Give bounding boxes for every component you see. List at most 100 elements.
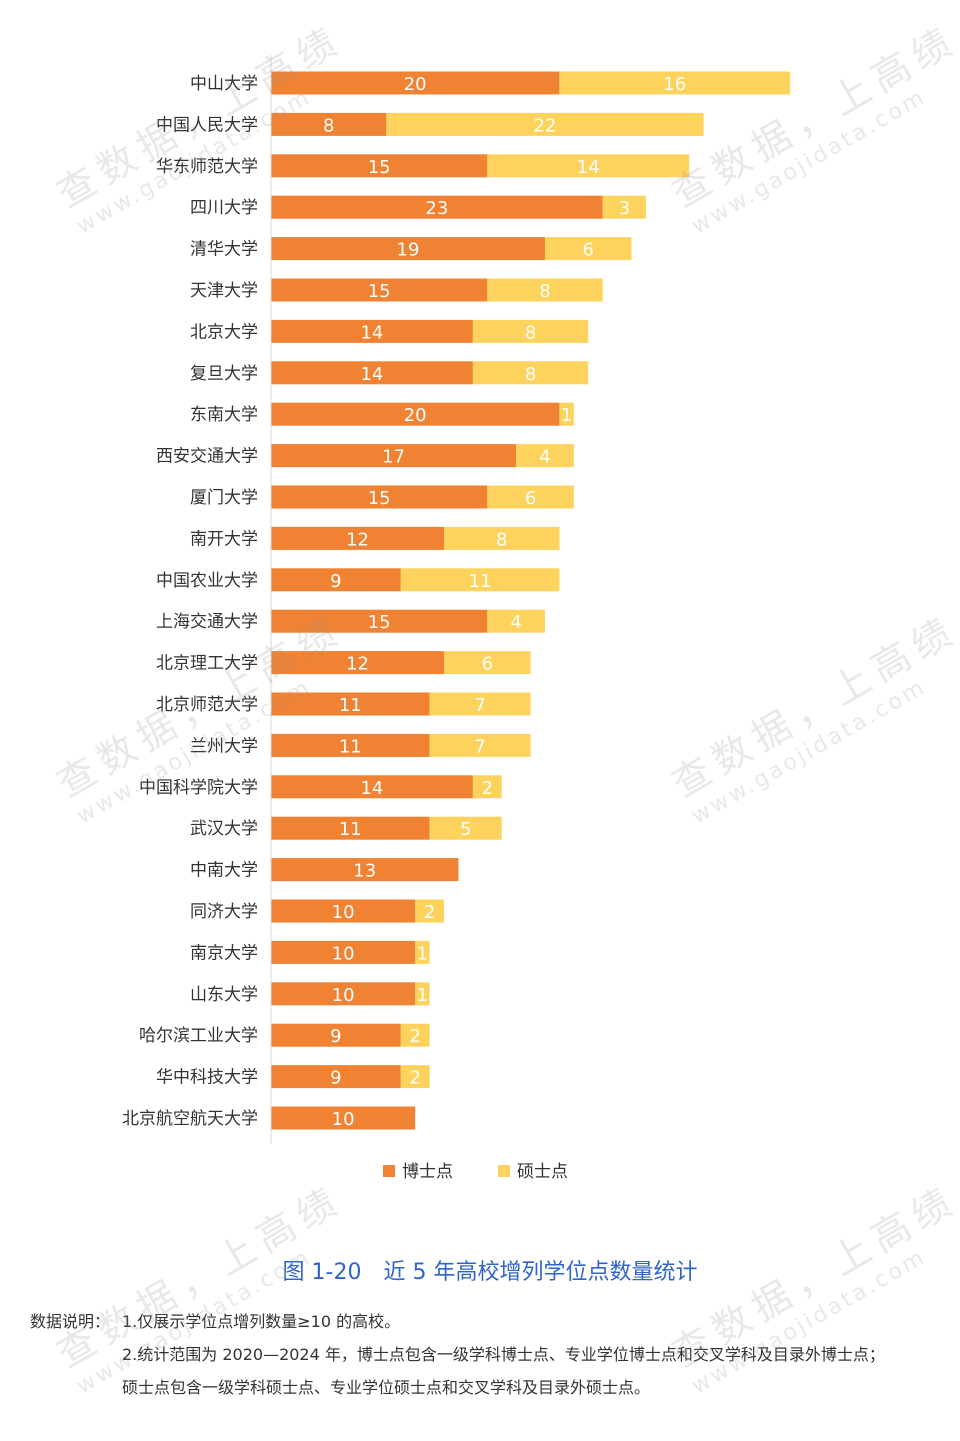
category-label: 北京航空航天大学 — [122, 1109, 258, 1129]
data-label-master: 2 — [482, 778, 493, 799]
category-label: 北京大学 — [190, 322, 258, 342]
data-label-doctoral: 14 — [360, 778, 383, 799]
category-label: 清华大学 — [190, 240, 258, 260]
category-label: 中山大学 — [190, 74, 258, 94]
category-label: 南开大学 — [190, 529, 258, 549]
bar-doctoral — [271, 568, 401, 592]
category-label: 天津大学 — [190, 281, 258, 301]
bar-doctoral — [271, 112, 387, 136]
data-label-doctoral: 23 — [425, 198, 448, 219]
bar-doctoral — [271, 319, 473, 343]
data-label-master: 1 — [561, 405, 572, 426]
data-label-doctoral: 12 — [346, 529, 369, 550]
bar-master — [400, 568, 560, 592]
data-label-doctoral: 13 — [353, 861, 376, 882]
legend-label: 硕士点 — [517, 1162, 568, 1182]
bar-master — [559, 71, 791, 95]
data-label-master: 5 — [460, 819, 471, 840]
bar-master — [386, 112, 704, 136]
data-label-doctoral: 11 — [339, 736, 362, 757]
data-label-master: 11 — [469, 571, 492, 592]
data-label-doctoral: 11 — [339, 819, 362, 840]
bar-doctoral — [271, 899, 416, 923]
data-label-master: 2 — [409, 1068, 420, 1089]
bar-doctoral — [271, 733, 430, 757]
data-label-doctoral: 15 — [368, 612, 391, 633]
note-line-2: 2.统计范围为 2020—2024 年，博士点包含一级学科博士点、专业学位博士点… — [122, 1345, 885, 1364]
note-line-1: 1.仅展示学位点增列数量≥10 的高校。 — [122, 1312, 401, 1331]
note-row-1: 数据说明： 1.仅展示学位点增列数量≥10 的高校。 — [30, 1305, 885, 1338]
data-label-doctoral: 8 — [323, 115, 334, 136]
bar-doctoral — [271, 485, 488, 509]
data-label-master: 4 — [510, 612, 521, 633]
bar-master — [415, 899, 445, 923]
category-label: 南京大学 — [190, 943, 258, 963]
bar-master — [472, 361, 589, 385]
note-line-3: 硕士点包含一级学科硕士点、专业学位硕士点和交叉学科及目录外硕士点。 — [122, 1378, 651, 1397]
bar-master — [487, 154, 690, 178]
bar-doctoral — [271, 982, 416, 1006]
data-label-master: 4 — [539, 447, 550, 468]
data-label-master: 1 — [417, 985, 428, 1006]
bar-doctoral — [271, 1106, 416, 1130]
data-label-doctoral: 10 — [332, 943, 355, 964]
data-label-master: 8 — [525, 364, 536, 385]
data-label-master: 2 — [409, 1026, 420, 1047]
bar-doctoral — [271, 444, 517, 468]
data-label-master: 8 — [539, 281, 550, 302]
category-label: 四川大学 — [190, 198, 258, 218]
data-label-master: 16 — [663, 74, 686, 95]
bar-doctoral — [271, 1065, 401, 1089]
category-label: 北京理工大学 — [156, 654, 258, 674]
bar-master — [487, 278, 603, 302]
bar-doctoral — [271, 71, 560, 95]
data-label-master: 6 — [482, 654, 493, 675]
bar-master — [429, 816, 502, 840]
data-label-doctoral: 12 — [346, 654, 369, 675]
legend-swatch — [383, 1165, 395, 1177]
legend: 博士点 硕士点 — [383, 1162, 568, 1182]
bar-master — [472, 319, 589, 343]
notes-label: 数据说明： — [30, 1312, 111, 1331]
category-label: 复旦大学 — [190, 364, 258, 384]
bar-doctoral — [271, 816, 430, 840]
bar-doctoral — [271, 154, 488, 178]
bar-master — [415, 940, 430, 964]
category-label: 哈尔滨工业大学 — [139, 1026, 258, 1046]
category-label: 东南大学 — [190, 405, 258, 425]
bar-master — [516, 444, 574, 468]
data-label-doctoral: 15 — [368, 488, 391, 509]
data-label-doctoral: 19 — [397, 240, 420, 261]
data-label-doctoral: 20 — [404, 74, 427, 95]
data-label-master: 8 — [525, 322, 536, 343]
data-label-master: 1 — [417, 943, 428, 964]
bar-master — [400, 1065, 430, 1089]
data-label-master: 2 — [424, 902, 435, 923]
bar-doctoral — [271, 526, 445, 550]
data-label-doctoral: 20 — [404, 405, 427, 426]
data-label-master: 7 — [474, 695, 485, 716]
category-label: 中国科学院大学 — [139, 778, 258, 798]
bar-master — [544, 237, 632, 261]
bar-doctoral — [271, 692, 430, 716]
bar-master — [400, 1023, 430, 1047]
category-label: 西安交通大学 — [156, 447, 258, 467]
bar-master — [415, 982, 430, 1006]
category-label: 同济大学 — [190, 902, 258, 922]
category-label: 武汉大学 — [190, 819, 258, 839]
figure-caption: 图 1-20 近 5 年高校增列学位点数量统计 — [282, 1260, 698, 1285]
data-label-doctoral: 10 — [332, 902, 355, 923]
bar-master — [444, 526, 560, 550]
category-label: 中国农业大学 — [156, 571, 258, 591]
bar-doctoral — [271, 940, 416, 964]
data-label-doctoral: 15 — [368, 157, 391, 178]
bar-doctoral — [271, 195, 603, 219]
bar-master — [444, 651, 531, 675]
data-label-doctoral: 15 — [368, 281, 391, 302]
data-label-doctoral: 14 — [360, 364, 383, 385]
category-label: 兰州大学 — [190, 736, 258, 756]
data-label-doctoral: 14 — [360, 322, 383, 343]
data-label-master: 3 — [619, 198, 630, 219]
data-label-master: 22 — [534, 115, 557, 136]
